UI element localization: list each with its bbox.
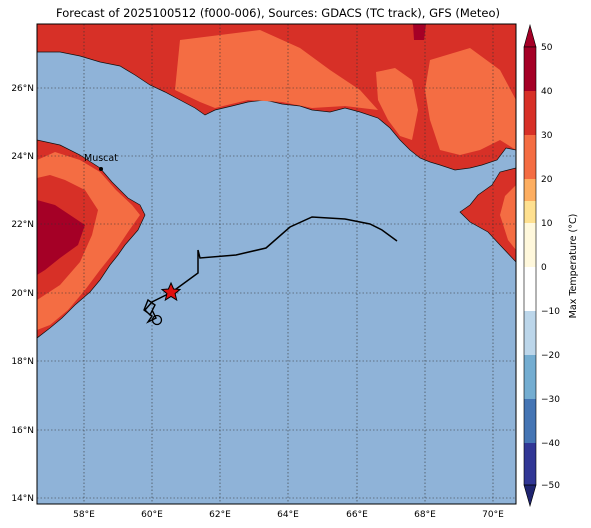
colorbar-segment bbox=[524, 399, 536, 443]
x-axis-ticks: 58°E 60°E 62°E 64°E 66°E 68°E 70°E bbox=[73, 510, 504, 520]
storm-star-icon bbox=[160, 281, 182, 302]
storm-loop bbox=[143, 291, 173, 324]
land-warm-patch bbox=[376, 68, 418, 140]
land-warm-patch bbox=[500, 185, 516, 250]
land-warm-patch bbox=[175, 30, 378, 110]
colorbar-tick: 40 bbox=[541, 87, 553, 97]
y-tick-label: 24°N bbox=[11, 152, 34, 162]
colorbar-tick: −20 bbox=[541, 351, 560, 361]
colorbar-tick: −30 bbox=[541, 395, 560, 405]
colorbar-tick: 20 bbox=[541, 175, 553, 185]
y-tick-label: 26°N bbox=[11, 84, 34, 94]
colorbar-segment bbox=[524, 135, 536, 179]
colorbar-frame bbox=[523, 46, 537, 486]
x-tick-label: 66°E bbox=[346, 510, 368, 520]
colorbar-segment bbox=[524, 91, 536, 135]
colorbar-tick: −10 bbox=[541, 307, 560, 317]
land-warm-patch bbox=[425, 48, 516, 155]
colorbar-segment bbox=[524, 223, 536, 267]
y-axis-ticks: 14°N 16°N 18°N 20°N 22°N 24°N 26°N bbox=[11, 84, 34, 504]
x-tick-label: 60°E bbox=[141, 510, 163, 520]
colorbar-label: Max Temperature (°C) bbox=[568, 214, 579, 319]
colorbar-tick: −50 bbox=[541, 481, 560, 491]
y-tick-label: 18°N bbox=[11, 357, 34, 367]
map-grid bbox=[37, 24, 516, 504]
land-east bbox=[459, 167, 516, 263]
x-tick-label: 64°E bbox=[277, 510, 299, 520]
colorbar-bottom-arrow bbox=[523, 484, 537, 508]
colorbar-segment bbox=[524, 179, 536, 201]
y-tick-label: 16°N bbox=[11, 426, 34, 436]
city-label: Muscat bbox=[84, 153, 118, 164]
colorbar-segment bbox=[524, 443, 536, 485]
colorbar-tick: −40 bbox=[541, 439, 560, 449]
colorbar-tick: 0 bbox=[541, 263, 547, 273]
colorbar-tick: 30 bbox=[541, 131, 553, 141]
colorbar-segment bbox=[524, 355, 536, 399]
x-tick-label: 62°E bbox=[209, 510, 231, 520]
land-warm-patch bbox=[37, 152, 140, 330]
chart-title: Forecast of 2025100512 (f000-006), Sourc… bbox=[56, 6, 500, 20]
x-tick-label: 70°E bbox=[482, 510, 504, 520]
land-hot-patch bbox=[413, 24, 426, 40]
colorbar-segment bbox=[524, 47, 536, 91]
colorbar-segment bbox=[524, 311, 536, 355]
colorbar-tick: 50 bbox=[541, 43, 553, 53]
city-marker bbox=[99, 167, 103, 171]
map-frame bbox=[36, 23, 517, 505]
x-tick-label: 58°E bbox=[73, 510, 95, 520]
storm-position-marker bbox=[151, 314, 163, 326]
map-panel bbox=[37, 24, 516, 504]
y-tick-label: 14°N bbox=[11, 494, 34, 504]
colorbar: 50 40 30 20 10 0 −10 −20 −30 −40 −50 Max… bbox=[523, 23, 579, 508]
land-hot-patch bbox=[37, 200, 85, 275]
colorbar-segment bbox=[524, 201, 536, 223]
colorbar-top-arrow bbox=[523, 23, 537, 48]
colorbar-segment bbox=[524, 267, 536, 311]
colorbar-tick: 10 bbox=[541, 219, 553, 229]
y-tick-label: 22°N bbox=[11, 220, 34, 230]
y-tick-label: 20°N bbox=[11, 289, 34, 299]
storm-track bbox=[171, 216, 398, 293]
x-tick-label: 68°E bbox=[414, 510, 436, 520]
